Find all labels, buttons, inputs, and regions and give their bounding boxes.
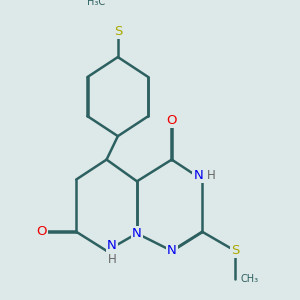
Text: S: S (231, 244, 239, 257)
Text: H₃C: H₃C (87, 0, 105, 7)
Text: N: N (107, 239, 117, 252)
Text: N: N (167, 244, 177, 257)
Text: O: O (36, 225, 46, 238)
Text: H: H (207, 169, 216, 182)
Text: CH₃: CH₃ (240, 274, 259, 284)
Text: S: S (114, 25, 122, 38)
Text: N: N (193, 169, 203, 182)
Text: O: O (167, 114, 177, 127)
Text: N: N (132, 227, 142, 240)
Text: H: H (107, 254, 116, 266)
